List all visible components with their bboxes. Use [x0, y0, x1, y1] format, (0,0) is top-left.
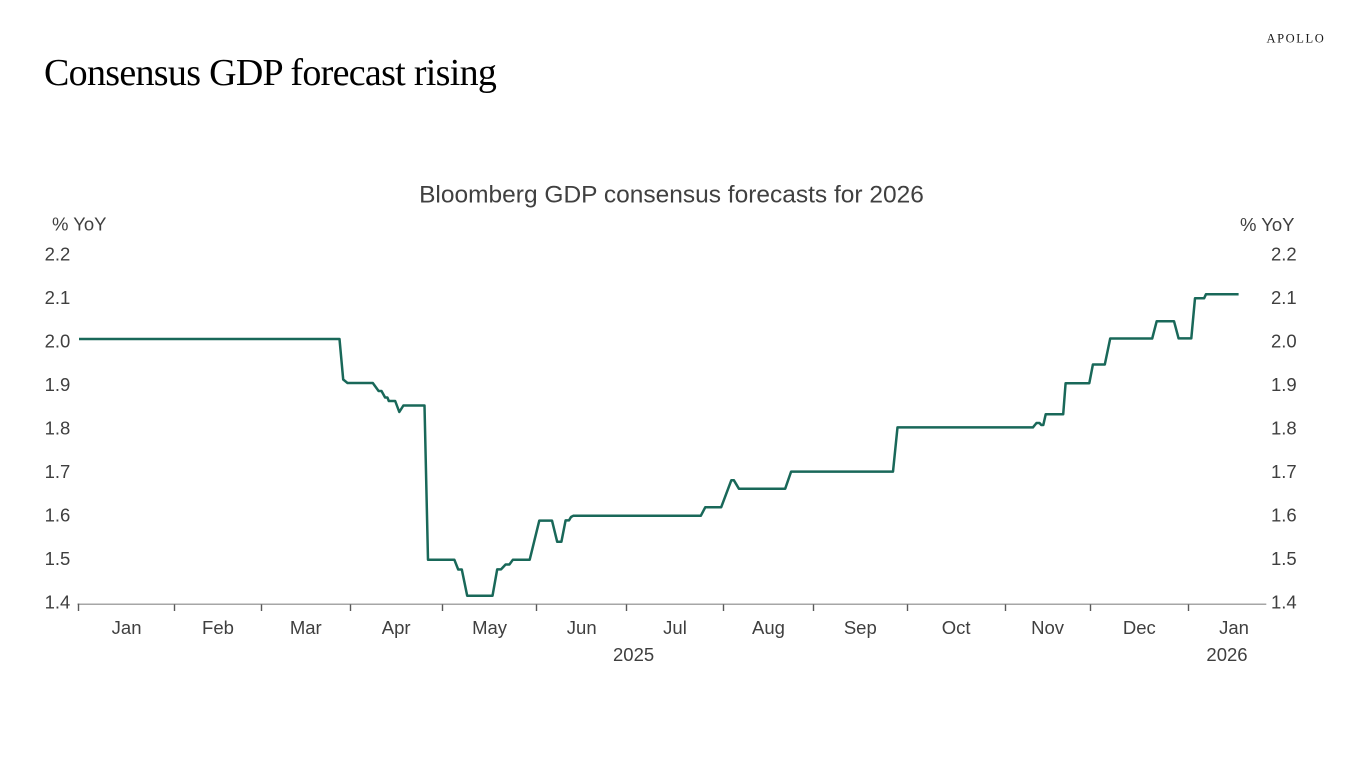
svg-text:2026: 2026 — [1206, 644, 1247, 665]
svg-text:1.7: 1.7 — [1271, 461, 1297, 482]
svg-text:Jun: Jun — [567, 617, 597, 638]
svg-text:Jan: Jan — [1219, 617, 1249, 638]
svg-text:2.2: 2.2 — [45, 244, 71, 265]
svg-text:2025: 2025 — [613, 644, 654, 665]
svg-text:1.5: 1.5 — [45, 548, 71, 569]
svg-text:Dec: Dec — [1123, 617, 1156, 638]
svg-text:% YoY: % YoY — [1240, 214, 1295, 235]
svg-text:Nov: Nov — [1031, 617, 1065, 638]
svg-text:APOLLO: APOLLO — [1267, 32, 1326, 46]
svg-text:Aug: Aug — [752, 617, 785, 638]
svg-text:Feb: Feb — [202, 617, 234, 638]
svg-text:1.4: 1.4 — [45, 592, 71, 613]
svg-text:2.2: 2.2 — [1271, 244, 1297, 265]
svg-text:1.6: 1.6 — [1271, 505, 1297, 526]
svg-text:1.8: 1.8 — [1271, 418, 1297, 439]
svg-text:Jul: Jul — [663, 617, 687, 638]
svg-text:1.5: 1.5 — [1271, 548, 1297, 569]
svg-text:1.6: 1.6 — [45, 505, 71, 526]
svg-text:% YoY: % YoY — [52, 214, 107, 235]
svg-text:1.4: 1.4 — [1271, 592, 1297, 613]
svg-text:Mar: Mar — [290, 617, 322, 638]
svg-text:May: May — [472, 617, 508, 638]
svg-text:2.0: 2.0 — [1271, 331, 1297, 352]
svg-text:Oct: Oct — [942, 617, 971, 638]
svg-text:Sep: Sep — [844, 617, 877, 638]
svg-text:2.0: 2.0 — [45, 331, 71, 352]
svg-text:2.1: 2.1 — [1271, 287, 1297, 308]
svg-text:Bloomberg GDP consensus foreca: Bloomberg GDP consensus forecasts for 20… — [419, 182, 924, 209]
svg-text:Consensus GDP forecast rising: Consensus GDP forecast rising — [44, 52, 497, 94]
svg-text:1.7: 1.7 — [45, 461, 71, 482]
svg-text:Jan: Jan — [112, 617, 142, 638]
svg-text:1.9: 1.9 — [45, 374, 71, 395]
svg-text:1.9: 1.9 — [1271, 374, 1297, 395]
svg-text:Apr: Apr — [382, 617, 411, 638]
svg-text:2.1: 2.1 — [45, 287, 71, 308]
svg-text:1.8: 1.8 — [45, 418, 71, 439]
